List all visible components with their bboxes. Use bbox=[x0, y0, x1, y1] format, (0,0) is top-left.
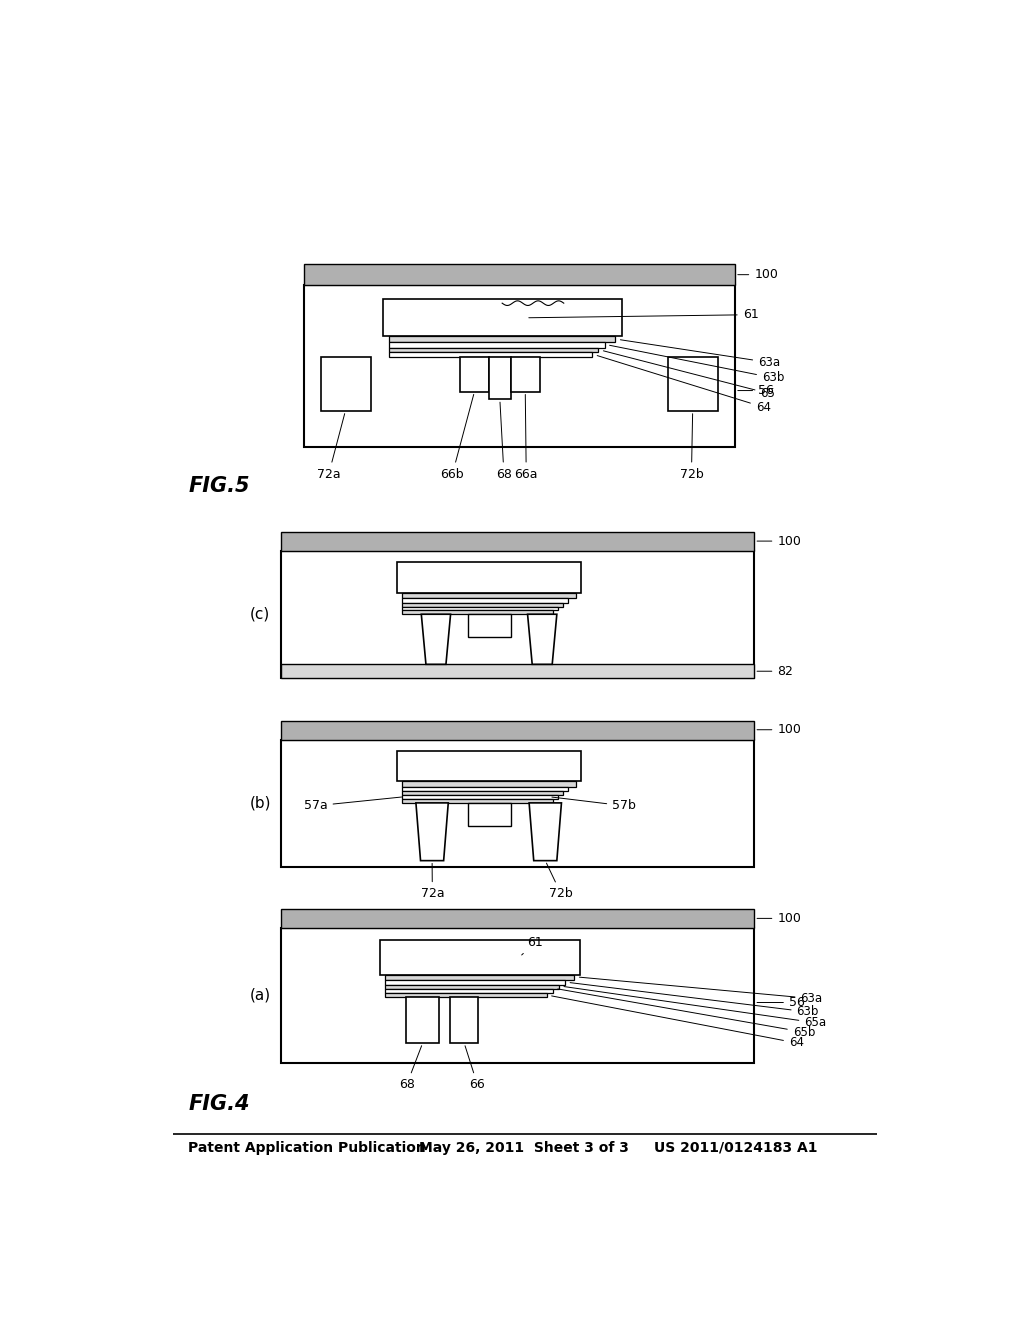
Text: 65: 65 bbox=[603, 351, 775, 400]
Bar bbox=[402, 795, 558, 799]
Polygon shape bbox=[416, 803, 449, 861]
Bar bbox=[385, 985, 559, 989]
Text: 72a: 72a bbox=[421, 863, 444, 900]
Text: 72b: 72b bbox=[680, 413, 703, 480]
Text: 100: 100 bbox=[757, 912, 801, 925]
Bar bbox=[402, 781, 577, 787]
Text: 66a: 66a bbox=[514, 395, 538, 480]
Text: 56: 56 bbox=[737, 384, 774, 397]
Text: 56: 56 bbox=[757, 997, 805, 1008]
Text: 66: 66 bbox=[465, 1045, 485, 1092]
Text: 57a: 57a bbox=[304, 797, 401, 812]
Text: (c): (c) bbox=[250, 607, 270, 622]
Bar bbox=[304, 285, 735, 447]
Text: 57b: 57b bbox=[552, 797, 636, 812]
Bar bbox=[281, 928, 755, 1063]
Text: May 26, 2011  Sheet 3 of 3: May 26, 2011 Sheet 3 of 3 bbox=[419, 1140, 629, 1155]
Text: 63a: 63a bbox=[580, 977, 822, 1005]
Bar bbox=[402, 598, 568, 603]
Bar bbox=[489, 358, 511, 400]
Text: 64: 64 bbox=[597, 355, 771, 413]
Bar bbox=[383, 300, 622, 337]
Bar bbox=[389, 337, 615, 342]
Bar bbox=[468, 803, 511, 826]
Bar bbox=[385, 993, 547, 997]
Text: 68: 68 bbox=[496, 403, 512, 480]
Text: 72b: 72b bbox=[547, 863, 572, 900]
Bar bbox=[396, 562, 582, 593]
Text: 61: 61 bbox=[528, 308, 759, 321]
Bar bbox=[281, 739, 755, 867]
Bar bbox=[511, 358, 540, 392]
Text: 72a: 72a bbox=[316, 413, 345, 480]
Bar bbox=[460, 358, 489, 392]
Text: 61: 61 bbox=[521, 936, 543, 954]
Text: 63a: 63a bbox=[621, 339, 780, 370]
Bar bbox=[407, 997, 439, 1043]
Bar bbox=[402, 593, 577, 598]
Text: 82: 82 bbox=[757, 665, 794, 677]
Bar bbox=[281, 532, 755, 552]
Bar bbox=[304, 264, 735, 285]
Text: 66b: 66b bbox=[440, 395, 474, 480]
Bar bbox=[402, 787, 568, 792]
Text: 100: 100 bbox=[737, 268, 778, 281]
Text: US 2011/0124183 A1: US 2011/0124183 A1 bbox=[654, 1140, 817, 1155]
Text: Patent Application Publication: Patent Application Publication bbox=[188, 1140, 426, 1155]
Bar bbox=[389, 352, 592, 358]
Text: (b): (b) bbox=[250, 796, 271, 810]
Bar bbox=[402, 603, 563, 607]
Bar bbox=[281, 552, 755, 678]
Text: 65a: 65a bbox=[564, 986, 826, 1030]
Text: (a): (a) bbox=[250, 987, 271, 1003]
Bar bbox=[668, 358, 718, 411]
Bar bbox=[389, 342, 604, 348]
Bar bbox=[396, 751, 582, 781]
Text: 68: 68 bbox=[398, 1045, 422, 1092]
Text: 64: 64 bbox=[552, 995, 804, 1049]
Bar bbox=[385, 989, 553, 993]
Bar bbox=[385, 979, 565, 985]
Text: 63b: 63b bbox=[609, 346, 784, 384]
Polygon shape bbox=[421, 614, 451, 664]
Bar bbox=[281, 664, 755, 678]
Text: FIG.5: FIG.5 bbox=[188, 475, 250, 495]
Bar bbox=[380, 940, 580, 974]
Bar bbox=[321, 358, 371, 411]
Text: 65b: 65b bbox=[558, 989, 815, 1039]
Polygon shape bbox=[529, 803, 561, 861]
Bar bbox=[281, 909, 755, 928]
Bar bbox=[281, 721, 755, 739]
Text: 100: 100 bbox=[757, 535, 801, 548]
Text: FIG.4: FIG.4 bbox=[188, 1094, 250, 1114]
Text: 63b: 63b bbox=[570, 982, 819, 1019]
Bar bbox=[451, 997, 478, 1043]
Bar bbox=[468, 614, 511, 638]
Bar bbox=[402, 799, 553, 803]
Bar bbox=[389, 348, 598, 352]
Bar bbox=[402, 792, 563, 795]
Text: 100: 100 bbox=[757, 723, 801, 737]
Bar bbox=[385, 974, 574, 979]
Polygon shape bbox=[527, 614, 557, 664]
Bar bbox=[402, 610, 553, 614]
Bar bbox=[402, 607, 558, 610]
